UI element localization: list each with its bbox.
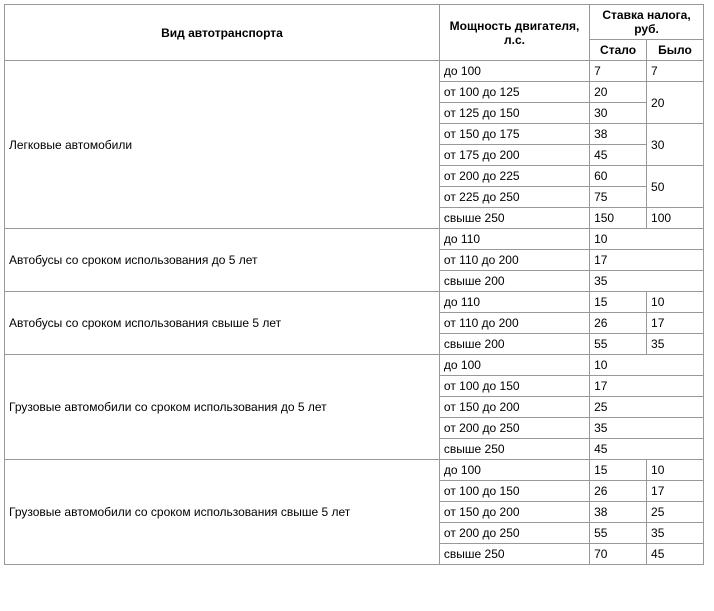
power-cell: от 100 до 150 — [439, 376, 589, 397]
vehicle-type-cell: Автобусы со сроком использования свыше 5… — [5, 292, 440, 355]
rate-now-cell: 75 — [590, 187, 647, 208]
rate-now-cell: 10 — [590, 355, 704, 376]
rate-was-cell: 30 — [647, 124, 704, 166]
rate-was-cell: 25 — [647, 502, 704, 523]
rate-now-cell: 55 — [590, 334, 647, 355]
header-type: Вид автотранспорта — [5, 5, 440, 61]
power-cell: от 225 до 250 — [439, 187, 589, 208]
power-cell: до 100 — [439, 61, 589, 82]
rate-now-cell: 38 — [590, 502, 647, 523]
table-row: Грузовые автомобили со сроком использова… — [5, 460, 704, 481]
rate-was-cell: 17 — [647, 313, 704, 334]
rate-now-cell: 70 — [590, 544, 647, 565]
table-row: Легковые автомобилидо 10077 — [5, 61, 704, 82]
power-cell: до 100 — [439, 355, 589, 376]
power-cell: от 200 до 225 — [439, 166, 589, 187]
rate-now-cell: 150 — [590, 208, 647, 229]
table-row: Грузовые автомобили со сроком использова… — [5, 355, 704, 376]
power-cell: от 100 до 150 — [439, 481, 589, 502]
rate-now-cell: 20 — [590, 82, 647, 103]
power-cell: от 100 до 125 — [439, 82, 589, 103]
power-cell: до 110 — [439, 229, 589, 250]
vehicle-type-cell: Грузовые автомобили со сроком использова… — [5, 460, 440, 565]
rate-now-cell: 55 — [590, 523, 647, 544]
power-cell: от 150 до 200 — [439, 397, 589, 418]
rate-now-cell: 17 — [590, 250, 704, 271]
power-cell: свыше 250 — [439, 544, 589, 565]
rate-was-cell: 10 — [647, 460, 704, 481]
rate-was-cell: 50 — [647, 166, 704, 208]
rate-now-cell: 45 — [590, 145, 647, 166]
vehicle-type-cell: Автобусы со сроком использования до 5 ле… — [5, 229, 440, 292]
power-cell: от 110 до 200 — [439, 250, 589, 271]
power-cell: от 150 до 200 — [439, 502, 589, 523]
rate-was-cell: 17 — [647, 481, 704, 502]
rate-was-cell: 35 — [647, 523, 704, 544]
rate-now-cell: 38 — [590, 124, 647, 145]
power-cell: от 110 до 200 — [439, 313, 589, 334]
rate-now-cell: 45 — [590, 439, 704, 460]
rate-now-cell: 15 — [590, 460, 647, 481]
rate-now-cell: 35 — [590, 418, 704, 439]
rate-now-cell: 25 — [590, 397, 704, 418]
rate-now-cell: 17 — [590, 376, 704, 397]
rate-was-cell: 10 — [647, 292, 704, 313]
rate-now-cell: 15 — [590, 292, 647, 313]
power-cell: от 200 до 250 — [439, 418, 589, 439]
power-cell: свыше 200 — [439, 334, 589, 355]
power-cell: свыше 250 — [439, 208, 589, 229]
rate-now-cell: 60 — [590, 166, 647, 187]
header-rate: Ставка налога, руб. — [590, 5, 704, 40]
rate-now-cell: 7 — [590, 61, 647, 82]
rate-was-cell: 100 — [647, 208, 704, 229]
power-cell: от 200 до 250 — [439, 523, 589, 544]
header-power: Мощность двигателя, л.с. — [439, 5, 589, 61]
power-cell: от 150 до 175 — [439, 124, 589, 145]
power-cell: свыше 200 — [439, 271, 589, 292]
header-was: Было — [647, 40, 704, 61]
power-cell: от 175 до 200 — [439, 145, 589, 166]
power-cell: от 125 до 150 — [439, 103, 589, 124]
rate-was-cell: 20 — [647, 82, 704, 124]
table-row: Автобусы со сроком использования свыше 5… — [5, 292, 704, 313]
power-cell: до 110 — [439, 292, 589, 313]
power-cell: до 100 — [439, 460, 589, 481]
rate-now-cell: 30 — [590, 103, 647, 124]
rate-now-cell: 10 — [590, 229, 704, 250]
rate-now-cell: 26 — [590, 481, 647, 502]
rate-was-cell: 35 — [647, 334, 704, 355]
rate-now-cell: 35 — [590, 271, 704, 292]
tax-table: Вид автотранспорта Мощность двигателя, л… — [4, 4, 704, 565]
rate-was-cell: 45 — [647, 544, 704, 565]
rate-now-cell: 26 — [590, 313, 647, 334]
header-now: Стало — [590, 40, 647, 61]
vehicle-type-cell: Грузовые автомобили со сроком использова… — [5, 355, 440, 460]
power-cell: свыше 250 — [439, 439, 589, 460]
vehicle-type-cell: Легковые автомобили — [5, 61, 440, 229]
table-row: Автобусы со сроком использования до 5 ле… — [5, 229, 704, 250]
rate-was-cell: 7 — [647, 61, 704, 82]
